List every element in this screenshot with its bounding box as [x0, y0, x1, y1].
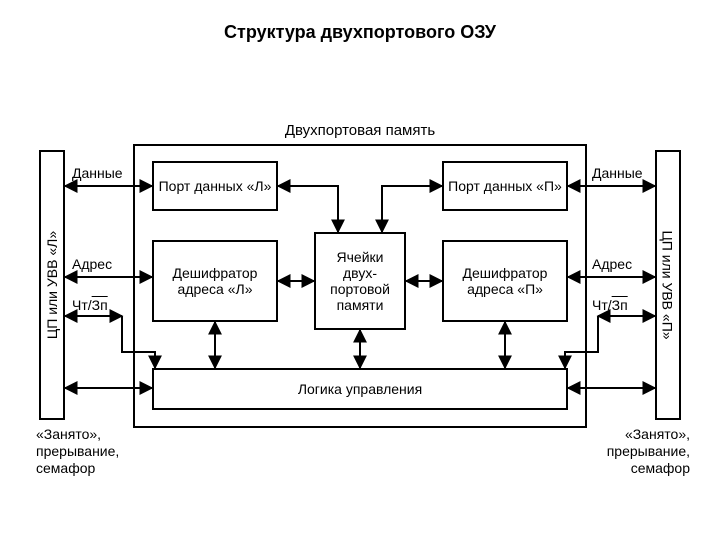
diagram-stage: Структура двухпортового ОЗУ ЦП или УВВ «…	[0, 0, 720, 540]
arrow-layer	[0, 0, 720, 540]
